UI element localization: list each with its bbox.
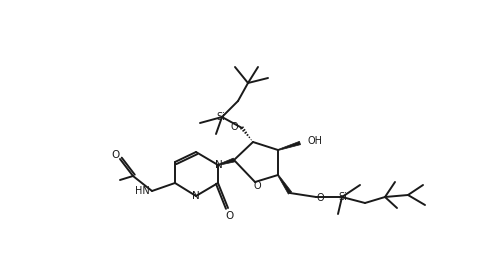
Polygon shape: [278, 141, 300, 151]
Text: O: O: [316, 193, 324, 203]
Text: Si: Si: [217, 112, 226, 122]
Text: N: N: [192, 191, 200, 201]
Text: N: N: [215, 160, 223, 170]
Polygon shape: [277, 175, 292, 194]
Text: O: O: [112, 150, 120, 160]
Text: O: O: [231, 122, 238, 132]
Text: Si: Si: [339, 192, 348, 202]
Text: O: O: [226, 211, 234, 221]
Text: HN: HN: [135, 186, 150, 196]
Polygon shape: [218, 158, 235, 165]
Text: O: O: [253, 181, 261, 191]
Text: OH: OH: [308, 136, 323, 146]
